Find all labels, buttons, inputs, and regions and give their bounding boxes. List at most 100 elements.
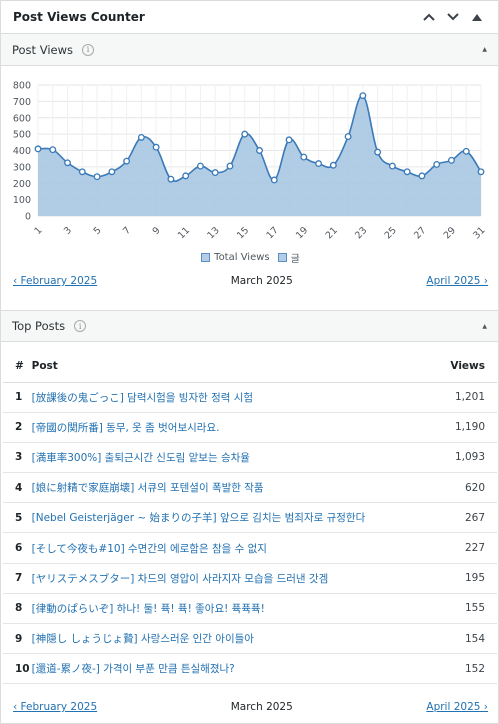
table-row: 2 [帝國の関所番] 동무, 옷 좀 벗어보시라요. 1,190 <box>3 412 497 443</box>
table-row: 3 [満車率300%] 출퇴근시간 신도림 앝보는 승차율 1,093 <box>3 442 497 474</box>
prev-month-link[interactable]: ‹ February 2025 <box>13 275 98 287</box>
x-tick-label: 23 <box>353 225 369 241</box>
top-posts-title: Top Posts <box>12 319 66 333</box>
data-point <box>256 147 263 154</box>
table-row: 4 [娘に射精で家庭崩壊] 서큐의 포텐셜이 폭발한 작품 620 <box>3 472 497 504</box>
x-tick-label: 15 <box>235 225 251 241</box>
row-post-cell: [還道-累ノ夜-] 가격이 부푼 만큼 튼실해졌나? <box>29 653 430 685</box>
post-title-link[interactable]: [還道-累ノ夜-] 가격이 부푼 만큼 튼실해졌나? <box>31 663 235 676</box>
row-rank: 3 <box>3 442 30 474</box>
post-title-link[interactable]: [放課後の鬼ごっこ] 담력시험을 빙자한 정력 시험 <box>31 391 254 404</box>
table-row: 5 [Nebel Geisterjäger ~ 始まりの子羊] 앞으로 김치는 범… <box>3 502 497 534</box>
row-views: 155 <box>429 593 497 625</box>
data-point <box>64 159 71 167</box>
post-views-title-wrap: Post Views i <box>12 43 94 57</box>
data-point <box>344 133 352 141</box>
x-tick-label: 19 <box>294 225 310 241</box>
data-point <box>196 162 204 170</box>
y-tick-label: 200 <box>13 179 31 190</box>
x-tick-label: 21 <box>324 225 340 241</box>
legend-swatch-icon <box>201 253 211 262</box>
data-point <box>329 161 337 169</box>
y-tick-label: 400 <box>13 146 31 157</box>
x-tick-label: 9 <box>151 225 163 237</box>
data-point <box>315 160 323 168</box>
legend-label: 글 <box>290 254 300 265</box>
x-tick-label: 17 <box>264 225 280 241</box>
widget-header: Post Views Counter <box>1 1 498 34</box>
data-point <box>477 168 485 176</box>
table-row: 9 [神隠し しょうじょ贄] 사랑스러운 인간 아이들아 154 <box>3 623 497 655</box>
data-point <box>374 148 382 156</box>
post-views-section-header: Post Views i ▲ <box>1 34 498 66</box>
data-point <box>182 172 190 180</box>
y-tick-label: 600 <box>13 113 31 124</box>
next-month-link[interactable]: April 2025 › <box>426 701 488 713</box>
info-icon[interactable]: i <box>82 43 94 56</box>
move-down-button[interactable] <box>444 8 462 26</box>
data-point <box>137 133 145 141</box>
collapse-arrow-icon[interactable]: ▲ <box>482 322 487 330</box>
data-point <box>388 162 396 170</box>
x-tick-label: 11 <box>176 225 192 241</box>
row-post-cell: [満車率300%] 출퇴근시간 신도림 앝보는 승차율 <box>29 442 430 474</box>
row-rank: 10 <box>3 653 30 685</box>
data-point <box>108 168 116 176</box>
row-post-cell: [そして今夜も#10] 수면간의 에로함은 참을 수 없지 <box>29 532 430 564</box>
posts-month-nav: ‹ February 2025 March 2025 April 2025 › <box>1 701 499 713</box>
prev-month-link[interactable]: ‹ February 2025 <box>13 701 98 713</box>
row-views: 195 <box>429 563 497 594</box>
header-controls <box>420 8 486 26</box>
info-icon[interactable]: i <box>74 320 87 332</box>
move-up-button[interactable] <box>420 8 438 26</box>
y-tick-label: 100 <box>13 195 31 206</box>
post-title-link[interactable]: [帝國の関所番] 동무, 옷 좀 벗어보시라요. <box>31 421 220 434</box>
row-post-cell: [放課後の鬼ごっこ] 담력시험을 빙자한 정력 시험 <box>29 382 430 413</box>
data-point <box>34 145 42 153</box>
row-post-cell: [Nebel Geisterjäger ~ 始まりの子羊] 앞으로 김치는 범죄… <box>29 502 430 534</box>
post-title-link[interactable]: [満車率300%] 출퇴근시간 신도림 앝보는 승차율 <box>31 451 250 464</box>
collapse-arrow-icon[interactable]: ▲ <box>482 46 487 53</box>
post-title-link[interactable]: [律動のぱらいぞ] 하나! 둘! 퓩! 퓩! 좋아요! 퓩퓩퓩! <box>31 602 265 615</box>
next-month-link[interactable]: April 2025 › <box>426 275 488 287</box>
data-point <box>433 160 441 168</box>
data-point <box>448 156 455 164</box>
table-row: 1 [放課後の鬼ごっこ] 담력시험을 빙자한 정력 시험 1,201 <box>3 382 497 413</box>
row-views: 1,190 <box>429 412 497 443</box>
post-title-link[interactable]: [ヤリステメスブター] 차드의 영압이 사라지자 모습을 드러낸 갓겜 <box>31 572 329 585</box>
table-row: 7 [ヤリステメスブター] 차드의 영압이 사라지자 모습을 드러낸 갓겜 195 <box>3 563 497 594</box>
post-title-link[interactable]: [そして今夜も#10] 수면간의 에로함은 참을 수 없지 <box>31 542 267 555</box>
post-title-link[interactable]: [娘に射精で家庭崩壊] 서큐의 포텐셜이 폭발한 작품 <box>31 482 264 495</box>
top-posts-table: # Post Views 1 [放課後の鬼ごっこ] 담력시험을 빙자한 정력 시험… <box>3 350 497 685</box>
series-area <box>38 95 481 216</box>
toggle-panel-button[interactable] <box>468 8 486 26</box>
x-tick-label: 13 <box>205 225 221 241</box>
data-point <box>359 92 367 100</box>
row-post-cell: [律動のぱらいぞ] 하나! 둘! 퓩! 퓩! 좋아요! 퓩퓩퓩! <box>29 593 430 625</box>
rank-column-header: # <box>3 350 30 383</box>
post-views-title: Post Views <box>12 42 73 57</box>
x-tick-label: 7 <box>121 225 133 237</box>
data-point <box>403 168 411 176</box>
legend-item-total-views[interactable]: Total Views <box>201 250 270 265</box>
table-header-row: # Post Views <box>3 350 497 383</box>
post-title-link[interactable]: [神隠し しょうじょ贄] 사랑스러운 인간 아이들아 <box>31 633 254 646</box>
post-title-link[interactable]: [Nebel Geisterjäger ~ 始まりの子羊] 앞으로 김치는 범죄… <box>31 512 366 525</box>
row-rank: 2 <box>3 412 30 443</box>
row-post-cell: [神隠し しょうじょ贄] 사랑스러운 인간 아이들아 <box>29 623 430 655</box>
chart-month-nav: ‹ February 2025 March 2025 April 2025 › <box>1 275 499 287</box>
x-tick-label: 3 <box>62 225 74 237</box>
x-tick-label: 1 <box>32 225 44 237</box>
widget-title: Post Views Counter <box>13 10 145 24</box>
data-point <box>270 176 278 184</box>
data-point <box>167 175 175 183</box>
data-point <box>49 146 57 154</box>
row-post-cell: [娘に射精で家庭崩壊] 서큐의 포텐셜이 폭발한 작품 <box>29 472 430 504</box>
x-tick-label: 27 <box>412 225 428 241</box>
row-rank: 9 <box>3 623 30 655</box>
row-views: 227 <box>429 532 497 564</box>
y-tick-label: 500 <box>13 130 31 141</box>
legend-item-post[interactable]: 글 <box>277 250 300 265</box>
x-tick-label: 25 <box>383 225 399 241</box>
